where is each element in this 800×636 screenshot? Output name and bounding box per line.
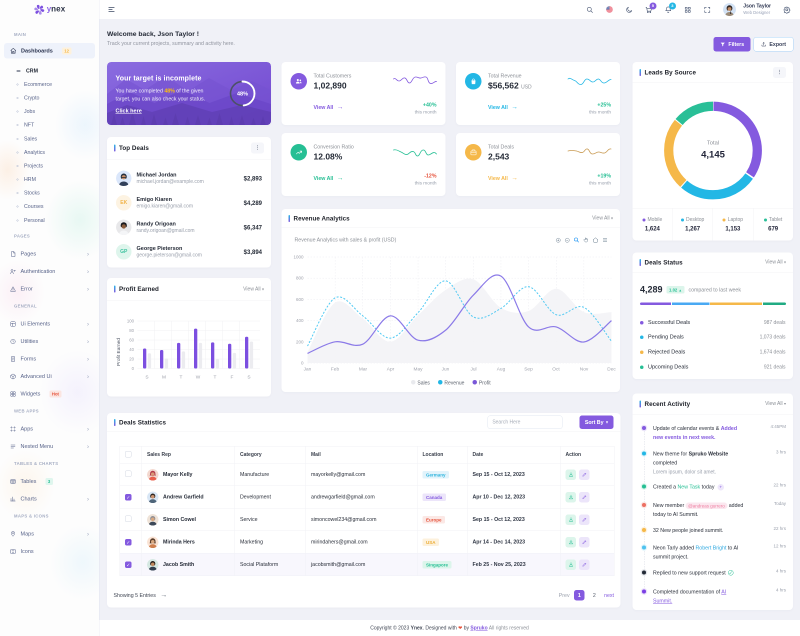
svg-text:Oct: Oct [552,367,560,373]
svg-text:60: 60 [129,338,134,343]
svg-text:S: S [145,375,148,381]
svg-text:100: 100 [127,319,135,324]
svg-text:Aug: Aug [497,367,506,373]
svg-text:Profit Earned: Profit Earned [116,338,122,366]
svg-text:Nov: Nov [580,367,589,373]
svg-text:Jun: Jun [442,367,450,373]
svg-text:M: M [162,375,166,381]
svg-text:Jan: Jan [304,367,312,373]
svg-text:T: T [180,375,183,381]
svg-text:800: 800 [296,276,304,281]
svg-text:T: T [214,375,217,381]
svg-text:1000: 1000 [293,255,304,260]
svg-text:Apr: Apr [387,367,395,373]
svg-text:0: 0 [301,361,304,366]
svg-text:20: 20 [129,357,134,362]
svg-text:0: 0 [132,366,135,371]
svg-text:May: May [414,367,424,373]
svg-text:Feb: Feb [331,367,340,373]
svg-text:W: W [196,375,201,381]
svg-text:80: 80 [129,328,134,333]
svg-text:F: F [231,375,234,381]
svg-text:4,145: 4,145 [701,150,725,161]
svg-text:Jul: Jul [470,367,476,373]
svg-text:Sep: Sep [524,367,533,373]
svg-text:Total: Total [707,141,719,147]
svg-text:200: 200 [296,340,304,345]
svg-text:40: 40 [129,347,134,352]
svg-text:400: 400 [296,318,304,323]
svg-text:48%: 48% [237,92,248,98]
svg-text:Mar: Mar [359,367,368,373]
svg-text:600: 600 [296,297,304,302]
svg-text:S: S [247,375,250,381]
svg-text:Dec: Dec [607,367,616,373]
